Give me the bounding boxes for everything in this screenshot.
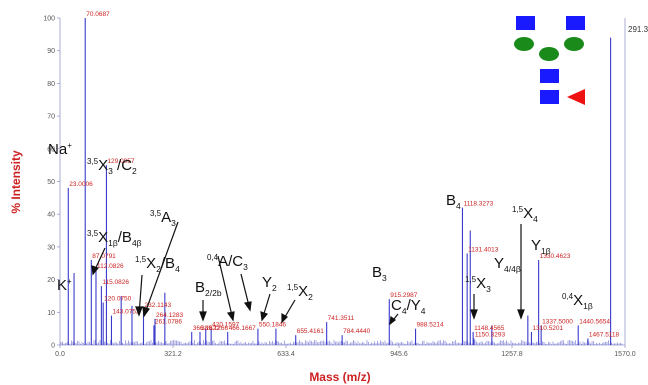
annotation-c4-y4: C4/Y4 bbox=[391, 297, 426, 316]
y-tick-label: 0 bbox=[51, 343, 55, 350]
x-tick-label: 321.2 bbox=[164, 351, 182, 358]
y-tick-label: 10 bbox=[47, 310, 55, 317]
y-tick-label: 40 bbox=[47, 212, 55, 219]
x-tick-label: 0.0 bbox=[55, 351, 65, 358]
y-tick-label: 90 bbox=[47, 48, 55, 55]
peak-label: 264.1283 bbox=[156, 312, 183, 319]
arrowhead-x15-b4b bbox=[91, 265, 100, 276]
peak-label: 1330.4623 bbox=[540, 253, 571, 260]
glycan-square-top-left bbox=[516, 16, 535, 30]
peak-label: 389.1266 bbox=[201, 325, 228, 332]
peak-label: 741.3511 bbox=[328, 315, 355, 322]
x-tick-label: 1570.0 bbox=[614, 351, 636, 358]
peak-label: 466.1667 bbox=[229, 325, 256, 332]
x-tick-label: 945.6 bbox=[390, 351, 408, 358]
arrowhead-a-c3-1 bbox=[226, 311, 235, 322]
y-tick-group: 0 10 20 30 40 50 60 70 80 90 100 bbox=[43, 16, 60, 350]
annotation-x4: 1,5X4 bbox=[512, 205, 538, 224]
annotation-y2: Y2 bbox=[262, 274, 277, 293]
annotation-k: K+ bbox=[57, 277, 72, 294]
annotation-b3: B3 bbox=[372, 264, 387, 283]
corner-value-label: 291.3 bbox=[628, 25, 648, 34]
annotation-b4: B4 bbox=[446, 192, 461, 211]
peak-label: 112.0826 bbox=[97, 263, 124, 270]
glycan-square-middle bbox=[540, 69, 559, 83]
peak-label: 1467.5118 bbox=[589, 331, 620, 338]
annotation-b2-2b: B2/2b bbox=[195, 279, 222, 298]
peak-label: 366.1622 bbox=[193, 325, 220, 332]
peak-label: 1310.5201 bbox=[532, 325, 563, 332]
y-tick-label: 60 bbox=[47, 146, 55, 153]
peak-label-group: 23.0006 70.0687 87.0791 112.0826 115.0826 120… bbox=[69, 11, 619, 338]
arrowhead-b2-2b bbox=[199, 311, 207, 322]
x-tick-label: 1257.8 bbox=[501, 351, 523, 358]
peak-label: 784.4440 bbox=[343, 328, 370, 335]
peak-label: 87.0791 bbox=[92, 253, 116, 260]
annotation-na: Na+ bbox=[48, 141, 72, 158]
peak-label: 1150.3293 bbox=[475, 331, 506, 338]
annotation-x15-b4b: 3,5X1β/B4β bbox=[87, 229, 142, 248]
y-tick-label: 80 bbox=[47, 81, 55, 88]
arrow-a3 bbox=[143, 221, 179, 317]
peak-label: 1148.4565 bbox=[474, 325, 505, 332]
y-tick-label: 30 bbox=[47, 244, 55, 251]
annotation-arrows bbox=[91, 221, 525, 326]
arrowhead-a-c3-2 bbox=[243, 301, 252, 312]
arrowhead-x2 bbox=[281, 312, 288, 324]
axes bbox=[59, 18, 626, 346]
x-tick-group: 0.0 321.2 633.4 945.6 1257.8 1570.0 bbox=[55, 345, 636, 358]
arrowhead-c4-y4 bbox=[389, 315, 396, 326]
peak-label: 988.5214 bbox=[417, 322, 444, 329]
peak-label: 143.0752 bbox=[112, 309, 139, 316]
peak-label: 1440.5654 bbox=[579, 318, 610, 325]
peak-label: 550.1846 bbox=[259, 322, 286, 329]
annotation-a3: 3,5A3 bbox=[150, 209, 176, 228]
annotation-x3: 1,5X3 bbox=[465, 275, 491, 294]
glycan-circle-left bbox=[514, 37, 534, 51]
glycan-square-bottom bbox=[540, 90, 559, 104]
y-tick-label: 70 bbox=[47, 114, 55, 121]
annotation-y1b: Y1β bbox=[531, 237, 551, 256]
glycan-triangle bbox=[567, 89, 585, 105]
peak-label: 261.0786 bbox=[155, 318, 182, 325]
x-axis-title: Mass (m/z) bbox=[309, 370, 370, 384]
peak-label: 115.0826 bbox=[102, 279, 129, 286]
annotation-x2: 1,5X2 bbox=[287, 283, 313, 302]
annotation-x2-b4: 1,5X2/B4 bbox=[135, 255, 180, 274]
fragment-annotations: Na+ 3,5X3 /C2 3,5X1β/B4β 3,5A3 1,5X2/B4 … bbox=[48, 141, 593, 316]
annotation-x35-c2: 3,5X3 /C2 bbox=[87, 157, 137, 176]
peak-label: 70.0687 bbox=[86, 11, 110, 18]
glycan-circle-right bbox=[564, 37, 584, 51]
y-tick-label: 100 bbox=[43, 16, 55, 23]
arrowhead-x4 bbox=[517, 309, 525, 320]
peak-label: 420.1597 bbox=[212, 322, 239, 329]
arrowhead-x2-b4 bbox=[135, 306, 143, 317]
peak-label: 120.0750 bbox=[104, 295, 131, 302]
annotation-a-c3: 0,4A/C3 bbox=[207, 253, 248, 272]
peak-label: 232.1143 bbox=[144, 302, 171, 309]
y-tick-label: 20 bbox=[47, 277, 55, 284]
y-axis-title: % Intensity bbox=[9, 150, 23, 214]
arrowhead-y2 bbox=[260, 311, 269, 322]
glycan-square-top-right bbox=[566, 16, 585, 30]
y-tick-label: 50 bbox=[47, 179, 55, 186]
arrowhead-a3 bbox=[142, 306, 150, 318]
x-tick-label: 633.4 bbox=[277, 351, 295, 358]
glycan-structure-legend bbox=[514, 16, 585, 105]
peak-label: 1131.4013 bbox=[468, 246, 499, 253]
arrow-a-c3-1 bbox=[217, 255, 234, 321]
annotation-x1b: 0,4X1β bbox=[562, 292, 593, 311]
peak-label: 129.0957 bbox=[107, 158, 134, 165]
peak-label: 23.0006 bbox=[69, 181, 93, 188]
peak-label: 655.4161 bbox=[297, 328, 324, 335]
peak-label: 1118.3273 bbox=[463, 201, 493, 208]
peak-bars bbox=[60, 18, 623, 345]
arrowhead-x3 bbox=[470, 309, 478, 320]
glycan-circle-center bbox=[539, 47, 559, 61]
annotation-y4-4b: Y4/4β bbox=[494, 255, 521, 274]
peak-label: 915.2987 bbox=[390, 292, 417, 299]
peak-label: 1337.5000 bbox=[542, 318, 573, 325]
